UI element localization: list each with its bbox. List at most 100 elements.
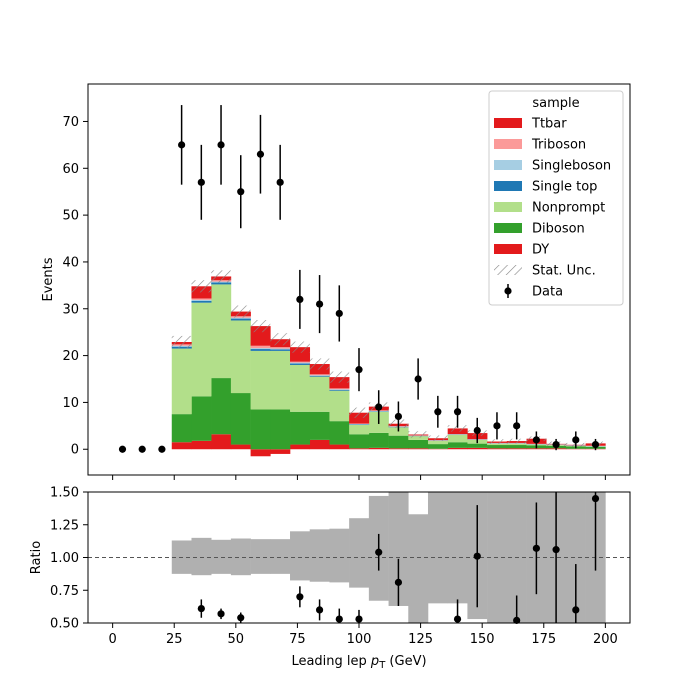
ratio-band-1 (191, 537, 212, 576)
bar-diboson-9 (349, 434, 370, 449)
ratio-band-4 (250, 539, 271, 574)
bar-nonprompt-2 (211, 284, 232, 379)
data-points (118, 105, 600, 453)
y-tick-label-2: 20 (62, 349, 79, 364)
bar-dy-14 (447, 447, 468, 450)
ratio-point-6 (355, 615, 363, 623)
bar-diboson-0 (171, 414, 192, 443)
x-tick-label-0: 0 (108, 632, 116, 647)
legend-title: sample (532, 96, 579, 111)
stat-unc-4 (250, 320, 271, 333)
legend-label-dy: DY (532, 243, 549, 258)
ratio-band-12 (408, 514, 429, 623)
bar-diboson-17 (506, 445, 527, 449)
bar-nonprompt-0 (171, 348, 192, 415)
x-tick-label-6: 150 (470, 632, 495, 647)
bar-dy-0 (171, 442, 192, 450)
ratio-band-11 (388, 492, 409, 606)
main-plot: 0 10 20 30 40 50 60 70 Events (41, 83, 631, 480)
ratio-point-8 (394, 578, 403, 586)
ratio-y-tick-label-2: 1.00 (50, 551, 79, 566)
x-tick-label-4: 100 (347, 632, 372, 647)
bar-dy-11 (388, 448, 409, 450)
x-axis-label: Leading lep pT (GeV) (291, 654, 426, 671)
bar-diboson-14 (447, 442, 468, 448)
ratio-uncertainty-band (171, 492, 606, 623)
x-tick-label-5: 125 (408, 632, 433, 647)
bar-singleboson-4 (250, 348, 271, 350)
bar-diboson-3 (230, 393, 251, 445)
legend-swatch-diboson (494, 223, 522, 233)
legend-swatch-single-top (494, 181, 522, 191)
stat-unc-5 (270, 333, 291, 346)
data-point-2 (158, 445, 166, 453)
bar-dy-10 (368, 447, 389, 450)
main-y-ticks: 0 10 20 30 40 50 60 70 (62, 115, 88, 458)
legend-label-triboson: Triboson (531, 138, 586, 153)
y-tick-label-0: 0 (71, 443, 79, 458)
y-tick-label-3: 30 (62, 302, 79, 317)
bar-dy-6 (290, 444, 311, 450)
data-point-1 (138, 445, 146, 453)
data-point-21 (532, 436, 540, 444)
ratio-point-1 (217, 610, 225, 618)
ratio-plot: 0.50 0.75 1.00 1.25 1.50 0 25 50 75 100 125 150 175… (29, 486, 631, 671)
bar-nonprompt-6 (290, 364, 311, 412)
legend-swatch-triboson (494, 139, 522, 149)
bar-diboson-10 (368, 432, 389, 448)
ratio-point-2 (237, 614, 245, 622)
ratio-y-tick-label-3: 1.25 (50, 518, 79, 533)
legend-label-stat-unc: Stat. Unc. (532, 264, 596, 279)
stat-unc-2 (211, 270, 231, 283)
ratio-band-3 (230, 538, 251, 576)
legend-marker-data (504, 287, 512, 295)
bar-nonprompt-12 (408, 436, 429, 440)
legend-swatch-singleboson (494, 160, 522, 170)
bar-triboson-4 (250, 345, 271, 349)
bar-dy-1 (191, 440, 212, 450)
ratio-point-12 (532, 544, 540, 552)
bar-triboson-6 (290, 361, 311, 363)
x-tick-label-3: 75 (289, 632, 306, 647)
bar-diboson-13 (427, 444, 448, 449)
ratio-y-tick-label-4: 1.50 (50, 486, 79, 501)
bar-singleboson-5 (270, 348, 291, 350)
bar-dy-17 (506, 448, 527, 450)
y-tick-label-4: 40 (62, 255, 79, 270)
y-tick-label-5: 50 (62, 209, 79, 224)
y-tick-label-7: 70 (62, 115, 79, 130)
ratio-band-14 (447, 492, 468, 604)
bar-dy-3 (230, 444, 251, 450)
ratio-point-14 (572, 606, 580, 614)
data-point-5 (217, 141, 225, 149)
legend-box (488, 90, 624, 306)
ratio-band-9 (349, 518, 370, 588)
stat-unc-14 (447, 425, 468, 432)
legend: sample Ttbar Triboson Singleboson Single to… (488, 90, 624, 306)
bar-single-top-4 (250, 349, 271, 351)
data-point-18 (473, 426, 481, 435)
data-point-7 (256, 150, 265, 158)
legend-label-nonprompt: Nonprompt (532, 201, 605, 216)
ratio-point-10 (473, 552, 481, 560)
bar-single-top-7 (309, 375, 330, 377)
legend-label-singleboson: Singleboson (532, 159, 611, 174)
stat-unc-3 (230, 305, 251, 318)
legend-label-data: Data (532, 285, 563, 300)
ratio-point-15 (591, 494, 600, 503)
data-point-8 (276, 178, 284, 186)
bar-singleboson-6 (290, 362, 311, 364)
x-tick-label-7: 175 (531, 632, 556, 647)
ratio-point-4 (315, 606, 324, 614)
x-tick-label-2: 50 (228, 632, 245, 647)
ratio-band-8 (329, 528, 350, 583)
bar-dy-7 (309, 439, 330, 450)
ratio-band-5 (270, 539, 291, 574)
ratio-band-7 (309, 529, 330, 582)
legend-entries: Ttbar Triboson Singleboson Single top Nonpro… (494, 117, 611, 300)
bar-triboson-8 (329, 388, 350, 390)
data-point-6 (237, 188, 245, 196)
stacked-bars (171, 276, 606, 457)
main-x-ticks (112, 475, 606, 480)
